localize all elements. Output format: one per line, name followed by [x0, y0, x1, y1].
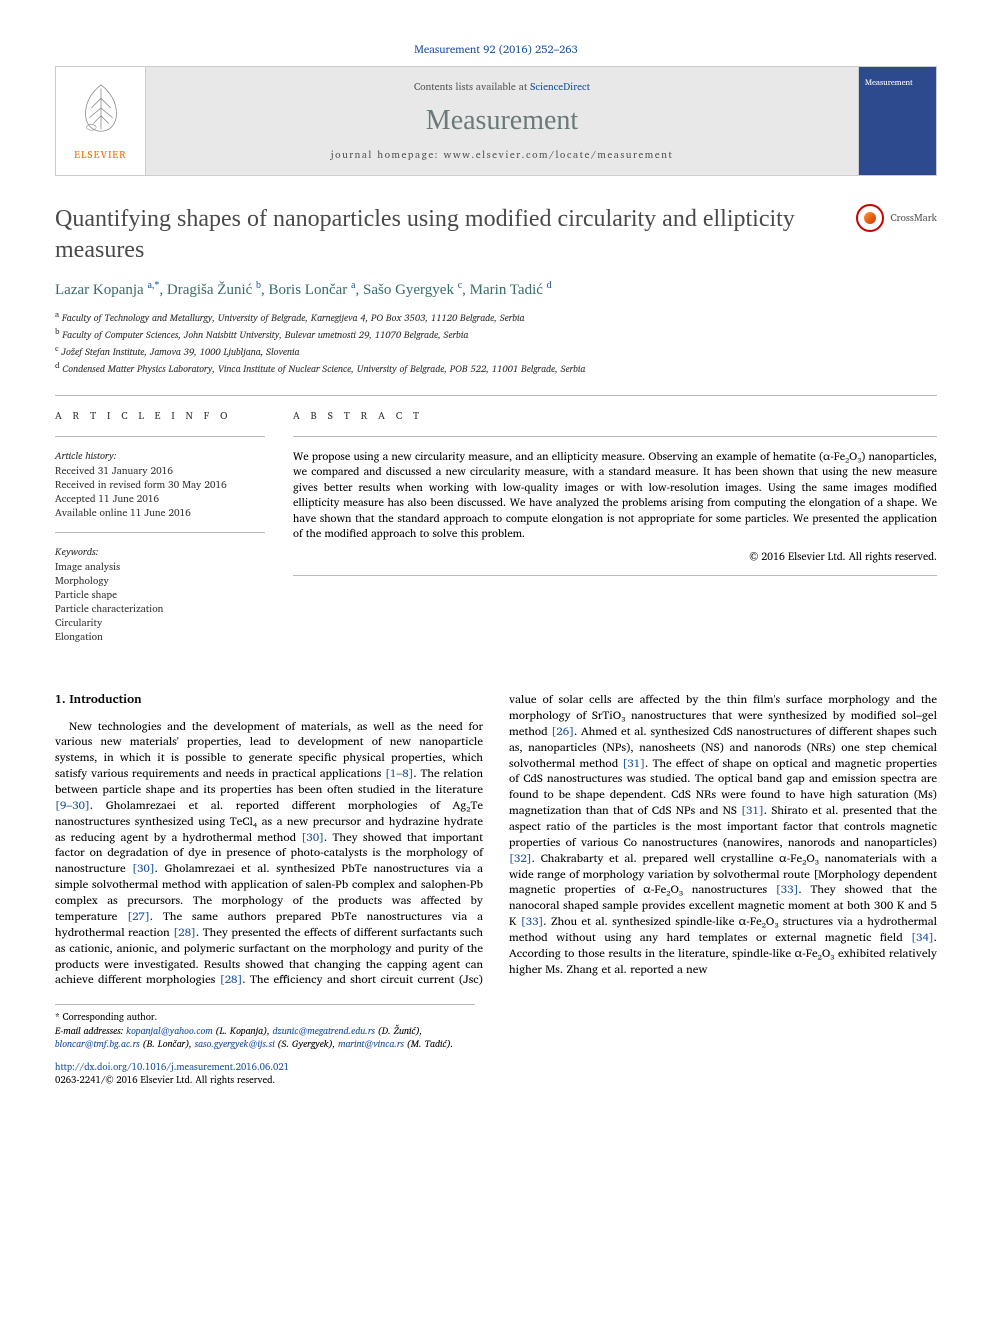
crossmark-label: CrossMark [890, 210, 937, 226]
ref-link[interactable]: [28] [173, 923, 196, 942]
affiliations: a Faculty of Technology and Metallurgy, … [55, 309, 937, 377]
ref-link[interactable]: [33] [776, 880, 799, 899]
abstract-copyright: © 2016 Elsevier Ltd. All rights reserved… [293, 547, 937, 565]
journal-cover-thumb: Measurement [858, 67, 936, 175]
body-text: 1. Introduction New technologies and the… [55, 692, 937, 988]
divider-abs-1 [293, 436, 937, 437]
divider-info-1 [55, 436, 265, 437]
history-line: Available online 11 June 2016 [55, 506, 265, 520]
ref-link[interactable]: [30] [301, 828, 324, 847]
keyword: Image analysis [55, 560, 265, 574]
email-link[interactable]: saso.gyergyek@ijs.si [195, 1037, 275, 1052]
keyword: Elongation [55, 630, 265, 644]
cover-title: Measurement [865, 75, 930, 89]
journal-header: ELSEVIER Contents lists available at Sci… [55, 66, 937, 176]
contents-line: Contents lists available at ScienceDirec… [156, 79, 848, 95]
history-line: Received 31 January 2016 [55, 464, 265, 478]
ref-link[interactable]: [1–8] [385, 764, 413, 783]
homepage-line: journal homepage: www.elsevier.com/locat… [156, 147, 848, 163]
elsevier-tree-icon [72, 79, 130, 137]
contents-prefix: Contents lists available at [414, 79, 530, 95]
publisher-logo-box: ELSEVIER [56, 67, 146, 175]
ref-link[interactable]: [33] [521, 912, 544, 931]
citation-line: Measurement 92 (2016) 252–263 [55, 40, 937, 58]
footnotes: * Corresponding author. E-mail addresses… [55, 1004, 475, 1087]
history-label: Article history: [55, 449, 265, 463]
publisher-name: ELSEVIER [72, 147, 130, 163]
journal-title-banner: Measurement [156, 105, 848, 137]
affiliation: d Condensed Matter Physics Laboratory, V… [55, 360, 937, 377]
ref-link[interactable]: [26] [551, 722, 574, 741]
history-line: Received in revised form 30 May 2016 [55, 478, 265, 492]
ref-link[interactable]: [31] [741, 801, 764, 820]
email-link[interactable]: marint@vinca.rs [338, 1037, 404, 1052]
body-paragraph-1: New technologies and the development of … [55, 692, 937, 988]
sciencedirect-link[interactable]: ScienceDirect [530, 79, 590, 95]
keyword: Particle characterization [55, 602, 265, 616]
homepage-prefix: journal homepage: [331, 147, 444, 163]
ref-link[interactable]: [28] [220, 970, 243, 989]
affiliation: a Faculty of Technology and Metallurgy, … [55, 309, 937, 326]
abstract-heading: A B S T R A C T [293, 408, 937, 424]
keywords-label: Keywords: [55, 545, 265, 559]
article-info-column: A R T I C L E I N F O Article history: R… [55, 408, 265, 656]
divider-abs-2 [293, 575, 937, 576]
homepage-url[interactable]: www.elsevier.com/locate/measurement [443, 147, 673, 163]
ref-link[interactable]: [31] [622, 754, 645, 773]
history-line: Accepted 11 June 2016 [55, 492, 265, 506]
authors-line: Lazar Kopanja a,*, Dragiša Žunić b, Bori… [55, 280, 937, 299]
article-info-heading: A R T I C L E I N F O [55, 408, 265, 424]
ref-link[interactable]: [9–30] [55, 796, 90, 815]
email-link[interactable]: bloncar@tmf.bg.ac.rs [55, 1037, 140, 1052]
abstract-text: We propose using a new circularity measu… [293, 449, 937, 541]
crossmark-widget[interactable]: CrossMark [856, 204, 937, 232]
issn-copyright: 0263-2241/© 2016 Elsevier Ltd. All right… [55, 1073, 275, 1088]
divider-info-2 [55, 532, 265, 533]
ref-link[interactable]: [32] [509, 849, 532, 868]
abstract-column: A B S T R A C T We propose using a new c… [293, 408, 937, 656]
ref-link[interactable]: [27] [127, 907, 150, 926]
section-1-heading: 1. Introduction [55, 692, 483, 709]
crossmark-icon [856, 204, 884, 232]
ref-link[interactable]: [30] [132, 859, 155, 878]
ref-link[interactable]: [34] [911, 928, 934, 947]
keyword: Morphology [55, 574, 265, 588]
keyword: Circularity [55, 616, 265, 630]
divider-top [55, 395, 937, 396]
affiliation: b Faculty of Computer Sciences, John Nai… [55, 326, 937, 343]
corresponding-note: * Corresponding author. [55, 1011, 475, 1024]
keyword: Particle shape [55, 588, 265, 602]
header-center: Contents lists available at ScienceDirec… [146, 67, 858, 175]
affiliation: c Jožef Stefan Institute, Jamova 39, 100… [55, 343, 937, 360]
email-addresses: E-mail addresses: kopanjal@yahoo.com (L.… [55, 1025, 475, 1052]
article-title: Quantifying shapes of nanoparticles usin… [55, 204, 856, 266]
